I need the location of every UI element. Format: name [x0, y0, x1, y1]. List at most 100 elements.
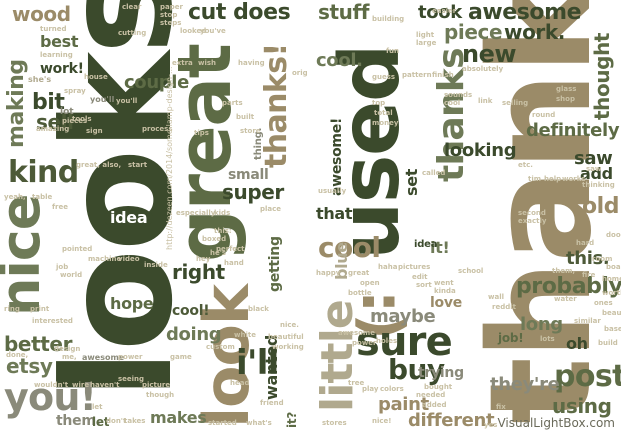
filler-word: beautiful: [268, 333, 304, 341]
filler-word: built: [236, 113, 255, 121]
word-probably: probably: [516, 274, 621, 299]
filler-word: total: [374, 109, 393, 117]
filler-word: cool: [444, 99, 461, 107]
filler-word: free: [52, 203, 68, 211]
word-cool: cool.: [316, 50, 363, 71]
filler-word: usually: [318, 187, 347, 195]
word-cloud-left: looks great look nice kind you! i'll cut…: [0, 0, 307, 434]
filler-word: tools: [72, 115, 92, 123]
filler-word: selling: [502, 99, 529, 107]
word-idea: idea: [104, 206, 154, 230]
filler-word: money: [372, 119, 399, 127]
word-saw: saw: [574, 148, 613, 169]
word-making: making: [4, 59, 29, 148]
filler-word: me,: [62, 353, 77, 361]
filler-word: open: [360, 279, 380, 287]
filler-word: she's: [28, 75, 52, 84]
word-super: super: [222, 180, 284, 204]
filler-word: kids: [214, 209, 231, 217]
filler-word: shop: [556, 95, 575, 103]
word-theyre: they're: [490, 374, 560, 395]
filler-word: looked: [180, 27, 207, 35]
filler-word: went: [434, 279, 454, 287]
filler-word: great: [348, 269, 370, 277]
filler-word: perfect: [216, 245, 245, 253]
watermark-text: VisualLightBox.com: [497, 416, 615, 430]
filler-word: haha: [378, 263, 398, 271]
filler-word: nice!: [372, 417, 392, 425]
filler-word: kinda: [434, 287, 456, 295]
filler-word: let: [92, 403, 103, 411]
filler-word: machine: [88, 255, 122, 263]
filler-word: haven't: [90, 381, 120, 389]
word-it: it?: [285, 411, 299, 428]
filler-word: lot: [60, 107, 74, 117]
filler-word: build: [598, 339, 618, 347]
word-nice: nice: [0, 194, 52, 316]
filler-word: ring: [4, 305, 20, 313]
word-small: small: [228, 167, 269, 183]
filler-word: wouldn't: [34, 381, 69, 389]
filler-word: etc.: [518, 161, 533, 169]
filler-word: having: [238, 59, 265, 67]
filler-word: yeah,: [4, 193, 26, 201]
filler-word: you'll: [116, 97, 138, 105]
filler-word: bought: [424, 383, 453, 391]
filler-word: place: [260, 205, 282, 213]
word-set: set: [402, 168, 421, 196]
filler-word: power: [352, 339, 377, 347]
filler-word: this:: [214, 227, 232, 235]
filler-word: tips: [194, 129, 209, 137]
filler-word: hard: [576, 239, 595, 247]
filler-word: spray: [64, 87, 86, 95]
word-etsy: etsy: [6, 354, 53, 378]
filler-word: tim: [528, 175, 542, 183]
word-long: long: [520, 314, 563, 335]
filler-word: round: [532, 111, 556, 119]
filler-word: called: [422, 169, 446, 177]
filler-word: amazing: [36, 125, 70, 133]
word-thought: thought: [590, 32, 614, 120]
filler-word: pieces: [62, 117, 88, 125]
filler-word: pictures: [398, 263, 431, 271]
filler-word: awesome: [338, 329, 375, 337]
filler-word: video: [118, 255, 140, 263]
word-took: took: [418, 2, 462, 23]
filler-word: finish: [432, 71, 454, 79]
filler-word: wall: [488, 293, 504, 301]
filler-word: don't: [106, 417, 127, 425]
filler-word: though: [146, 391, 175, 399]
filler-word: wish: [198, 59, 217, 67]
word-doing: doing: [166, 324, 222, 345]
word-sell: sell: [36, 110, 74, 134]
word-cloud-right: thank used :) little sure thanks stuff t…: [312, 0, 621, 434]
filler-word: fix: [496, 403, 506, 411]
word-work: work!: [40, 61, 84, 77]
filler-word: custom: [206, 343, 235, 351]
filler-word: paper: [160, 3, 183, 11]
filler-word: door: [606, 231, 621, 239]
filler-word: second: [518, 209, 546, 217]
filler-word: them,: [552, 267, 576, 275]
word-awesome: awesome: [468, 0, 582, 25]
word-bit: bit: [32, 90, 65, 115]
word-maybe: maybe: [370, 306, 436, 327]
filler-word: needed: [416, 391, 446, 399]
filler-word: holes: [376, 337, 398, 345]
filler-word: saw: [586, 165, 602, 173]
filler-word: hey: [196, 255, 211, 263]
word-old: old: [582, 194, 620, 219]
word-ill: i'll: [236, 343, 279, 383]
filler-word: added: [422, 401, 447, 409]
filler-word: easier: [432, 7, 457, 15]
filler-word: picture: [142, 381, 171, 389]
filler-word: help: [544, 175, 562, 183]
filler-word: exactly: [518, 217, 547, 225]
word-let: let: [92, 415, 110, 429]
filler-word: game: [170, 353, 192, 361]
word-that: that,: [316, 204, 358, 223]
filler-word: glass: [556, 85, 577, 93]
filler-word: start: [128, 161, 148, 169]
filler-word: fire: [582, 271, 596, 279]
filler-word: works: [562, 175, 586, 183]
